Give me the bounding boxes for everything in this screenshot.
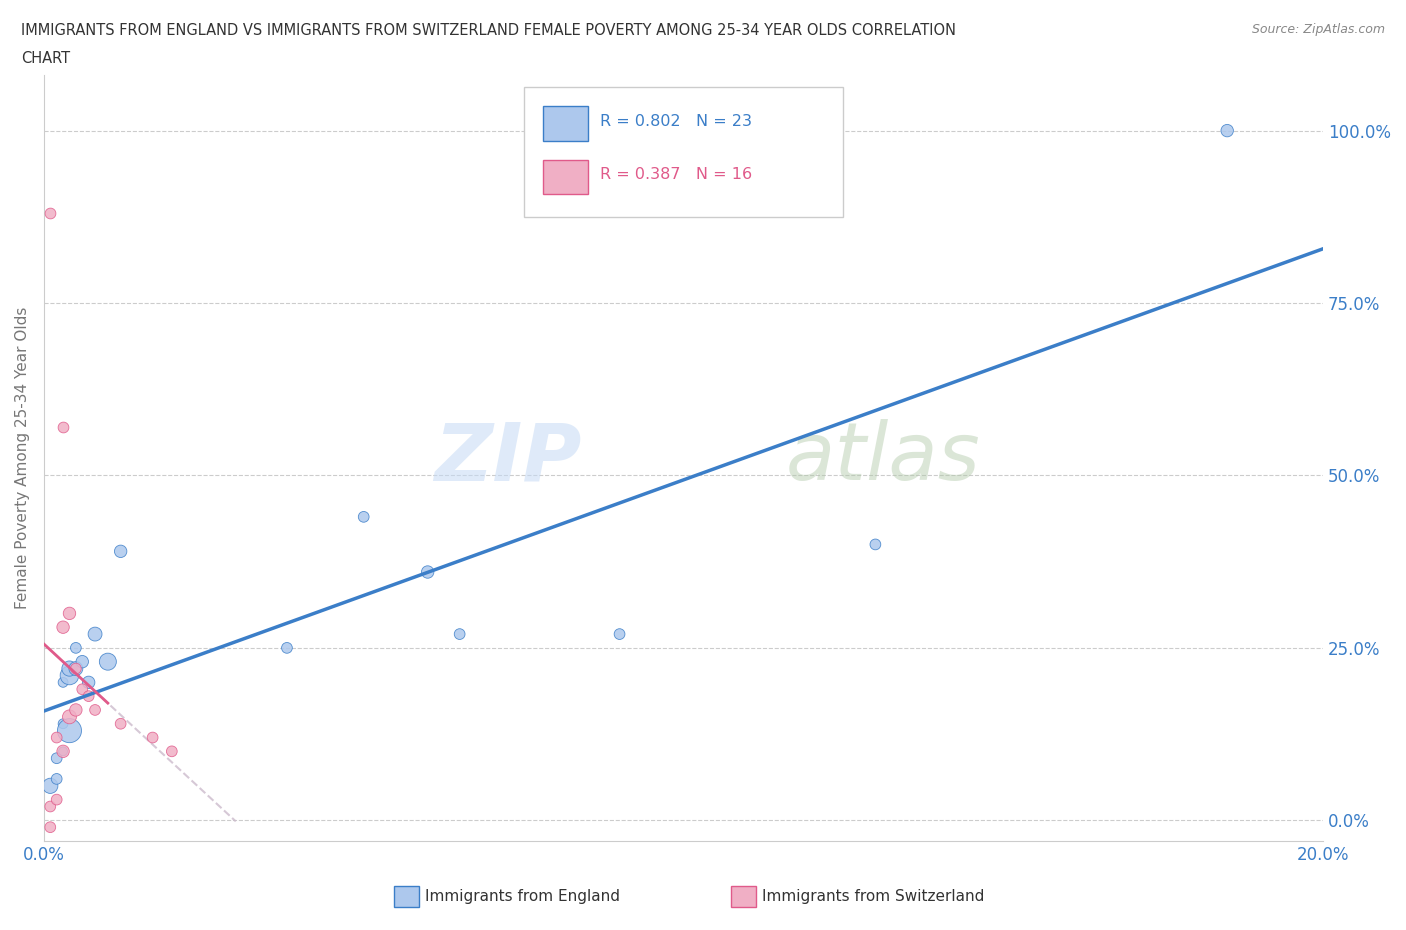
Point bbox=[39, 819, 62, 834]
Text: Immigrants from Switzerland: Immigrants from Switzerland bbox=[762, 889, 984, 904]
Text: Source: ZipAtlas.com: Source: ZipAtlas.com bbox=[1251, 23, 1385, 36]
FancyBboxPatch shape bbox=[523, 86, 844, 217]
Text: R = 0.387   N = 16: R = 0.387 N = 16 bbox=[600, 167, 752, 182]
Point bbox=[276, 641, 298, 656]
Point bbox=[77, 689, 100, 704]
Point bbox=[1216, 123, 1239, 138]
Point bbox=[353, 510, 375, 525]
Point bbox=[45, 792, 67, 807]
Text: Immigrants from England: Immigrants from England bbox=[425, 889, 620, 904]
Point bbox=[45, 751, 67, 765]
Point bbox=[52, 744, 75, 759]
Point bbox=[110, 716, 132, 731]
Bar bbox=[543, 160, 588, 194]
Point bbox=[52, 675, 75, 690]
Point bbox=[39, 206, 62, 220]
Point bbox=[72, 682, 94, 697]
Point bbox=[58, 661, 80, 676]
Text: R = 0.802   N = 23: R = 0.802 N = 23 bbox=[600, 113, 752, 129]
Point bbox=[58, 710, 80, 724]
Point bbox=[45, 730, 67, 745]
Point bbox=[52, 619, 75, 634]
Point bbox=[39, 799, 62, 814]
Y-axis label: Female Poverty Among 25-34 Year Olds: Female Poverty Among 25-34 Year Olds bbox=[15, 307, 30, 609]
Point bbox=[84, 702, 107, 717]
Point bbox=[416, 565, 439, 579]
Point bbox=[160, 744, 183, 759]
Point bbox=[58, 724, 80, 738]
Point bbox=[72, 654, 94, 669]
Point bbox=[52, 716, 75, 731]
Text: atlas: atlas bbox=[786, 419, 980, 498]
Point bbox=[52, 744, 75, 759]
Point bbox=[39, 778, 62, 793]
Point bbox=[58, 668, 80, 683]
Text: CHART: CHART bbox=[21, 51, 70, 66]
Point bbox=[609, 627, 631, 642]
Text: ZIP: ZIP bbox=[434, 419, 581, 498]
Point bbox=[45, 772, 67, 787]
Point bbox=[865, 537, 887, 551]
Point bbox=[449, 627, 471, 642]
Point bbox=[52, 419, 75, 434]
Point bbox=[58, 606, 80, 621]
Point bbox=[65, 641, 87, 656]
Point bbox=[65, 661, 87, 676]
Point bbox=[77, 675, 100, 690]
Point bbox=[142, 730, 165, 745]
Point bbox=[65, 661, 87, 676]
Bar bbox=[543, 106, 588, 140]
Point bbox=[110, 544, 132, 559]
Point bbox=[65, 702, 87, 717]
Point bbox=[84, 627, 107, 642]
Text: IMMIGRANTS FROM ENGLAND VS IMMIGRANTS FROM SWITZERLAND FEMALE POVERTY AMONG 25-3: IMMIGRANTS FROM ENGLAND VS IMMIGRANTS FR… bbox=[21, 23, 956, 38]
Point bbox=[97, 654, 120, 669]
